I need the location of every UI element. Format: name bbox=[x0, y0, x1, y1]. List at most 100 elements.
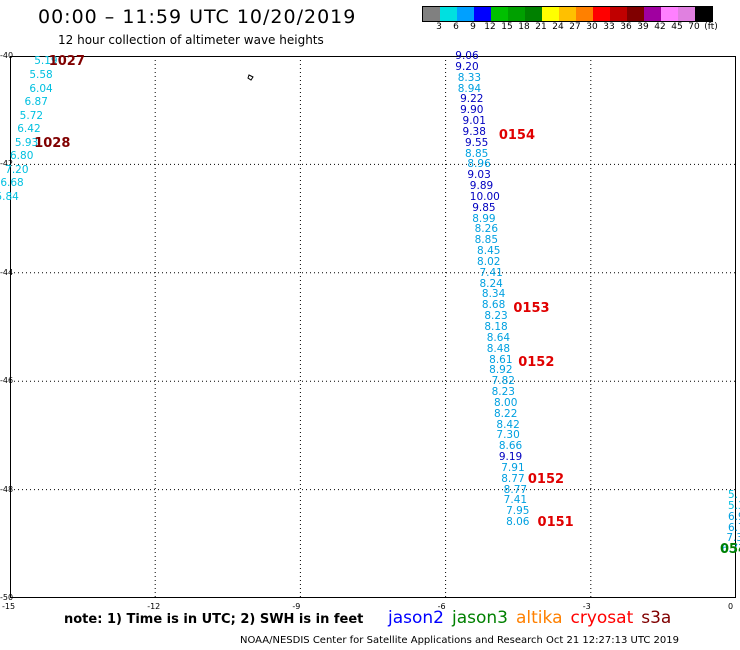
pass-time-label: 0154 bbox=[498, 127, 536, 143]
legend-swatch bbox=[423, 7, 440, 21]
legend-label: (ft) bbox=[704, 22, 718, 32]
map-plot-area bbox=[10, 56, 736, 598]
pass-time-label: 0151 bbox=[537, 515, 574, 531]
wave-height-point: 9.01 bbox=[462, 115, 486, 128]
wave-height-point: 8.18 bbox=[484, 321, 508, 333]
wave-height-point: 6.42 bbox=[17, 123, 41, 136]
legend-swatch bbox=[678, 7, 695, 21]
wave-height-point: 8.85 bbox=[464, 147, 489, 160]
wave-height-point: 7.82 bbox=[491, 375, 515, 388]
pass-time-label: 0152 bbox=[518, 355, 555, 371]
wave-height-point: 7.34 bbox=[726, 532, 740, 545]
wave-height-point: 9.85 bbox=[472, 201, 496, 214]
satellite-jason3: jason3 bbox=[452, 608, 508, 628]
wave-height-point: 5.58 bbox=[29, 68, 53, 81]
pass-time-label: 1027 bbox=[48, 54, 85, 70]
wave-height-point: 8.96 bbox=[467, 158, 491, 171]
legend-swatch bbox=[508, 7, 525, 21]
legend-label: 3 bbox=[436, 22, 442, 32]
wave-height-point: 8.45 bbox=[477, 245, 501, 258]
wave-height-point: 8.94 bbox=[457, 82, 482, 95]
wave-height-point: 9.20 bbox=[455, 60, 479, 73]
page-subtitle: 12 hour collection of altimeter wave hei… bbox=[58, 33, 324, 47]
wave-height-point: 5.3 bbox=[728, 499, 740, 512]
wave-height-point: 7.91 bbox=[501, 461, 525, 474]
legend-label: 15 bbox=[501, 22, 513, 32]
satellite-jason2: jason2 bbox=[388, 608, 444, 628]
pass-time-label: 054 bbox=[720, 542, 740, 558]
legend-swatch bbox=[491, 7, 508, 21]
legend-swatch bbox=[542, 7, 559, 21]
island-outline bbox=[247, 74, 254, 81]
legend-swatch bbox=[627, 7, 644, 21]
wave-height-point: 8.06 bbox=[506, 516, 530, 529]
wave-height-point: 8.00 bbox=[494, 396, 518, 409]
y-tick-label: -42 bbox=[0, 159, 14, 169]
legend-label: 21 bbox=[535, 22, 547, 32]
wave-height-point: 8.24 bbox=[479, 277, 503, 290]
wave-height-point: 5. bbox=[728, 489, 739, 502]
legend-label: 9 bbox=[470, 22, 476, 32]
legend-swatch bbox=[661, 7, 678, 21]
pass-time-label: 0153 bbox=[513, 301, 550, 317]
wave-height-point: 9.06 bbox=[455, 50, 479, 62]
wave-height-point: 6.68 bbox=[0, 177, 24, 190]
wave-height-point: 8.66 bbox=[498, 440, 523, 453]
pass-time-label: 0152 bbox=[527, 471, 565, 487]
wave-height-point: 9.90 bbox=[460, 104, 484, 117]
legend-swatch bbox=[474, 7, 491, 21]
wave-height-point: 6.77 bbox=[721, 543, 740, 556]
wave-height-point: 8.33 bbox=[457, 71, 482, 84]
wave-height-point: 5.93 bbox=[14, 136, 39, 149]
wave-height-point: 7.41 bbox=[503, 494, 528, 507]
wave-height-point: 8.92 bbox=[489, 364, 513, 377]
wave-height-point: 6.80 bbox=[10, 150, 34, 163]
y-tick-label: -50 bbox=[0, 593, 14, 602]
wave-height-point: 9.19 bbox=[498, 451, 523, 464]
legend-label: 6 bbox=[453, 22, 459, 32]
x-tick-label: -3 bbox=[582, 602, 591, 611]
note-text: note: 1) Time is in UTC; 2) SWH is in fe… bbox=[64, 612, 364, 627]
wave-height-point: 8.48 bbox=[486, 342, 511, 355]
wave-height-point: 8.99 bbox=[472, 212, 496, 225]
wave-height-point: 7.30 bbox=[496, 429, 520, 442]
wave-height-point: 8.02 bbox=[477, 255, 501, 268]
legend-label: 42 bbox=[654, 22, 666, 32]
wave-height-point: 8.77 bbox=[501, 472, 525, 485]
wave-height-point: 8.61 bbox=[489, 353, 513, 366]
x-tick-label: -6 bbox=[437, 602, 446, 611]
satellite-s3a: s3a bbox=[641, 608, 672, 628]
legend-label: 39 bbox=[637, 22, 649, 32]
legend-swatch bbox=[695, 7, 712, 21]
wave-height-point: 6.75 bbox=[728, 521, 740, 534]
legend-label: 27 bbox=[569, 22, 581, 32]
wave-height-point: 9.38 bbox=[462, 125, 486, 138]
wave-height-point: 8.77 bbox=[503, 483, 528, 496]
x-tick-label: -9 bbox=[292, 602, 301, 611]
wave-height-point: 8.34 bbox=[481, 288, 506, 301]
x-tick-label: 0 bbox=[728, 602, 734, 611]
legend-swatch bbox=[440, 7, 457, 21]
legend-label: 30 bbox=[586, 22, 598, 32]
wave-height-point: 9.89 bbox=[469, 180, 494, 193]
legend-swatch bbox=[644, 7, 661, 21]
page-title: 00:00 – 11:59 UTC 10/20/2019 bbox=[38, 6, 357, 28]
legend-label: 36 bbox=[620, 22, 632, 32]
y-tick-label: -46 bbox=[0, 376, 14, 386]
legend-label: 24 bbox=[552, 22, 564, 32]
legend-swatch bbox=[457, 7, 474, 21]
wave-height-point: 8.22 bbox=[494, 407, 518, 420]
x-tick-label: -15 bbox=[2, 602, 16, 611]
y-tick-label: -48 bbox=[0, 484, 14, 494]
wave-height-point: 8.68 bbox=[481, 299, 506, 312]
wave-height-point: 9.03 bbox=[467, 169, 491, 182]
legend-swatch bbox=[576, 7, 593, 21]
wave-height-point: 5.84 bbox=[0, 190, 19, 203]
color-legend bbox=[422, 6, 713, 22]
legend-swatch bbox=[610, 7, 627, 21]
wave-height-point: 7.41 bbox=[479, 266, 503, 279]
legend-label: 18 bbox=[518, 22, 530, 32]
x-tick-label: -12 bbox=[147, 602, 161, 611]
legend-label: 45 bbox=[671, 22, 683, 32]
pass-time-label: 1028 bbox=[34, 135, 71, 151]
